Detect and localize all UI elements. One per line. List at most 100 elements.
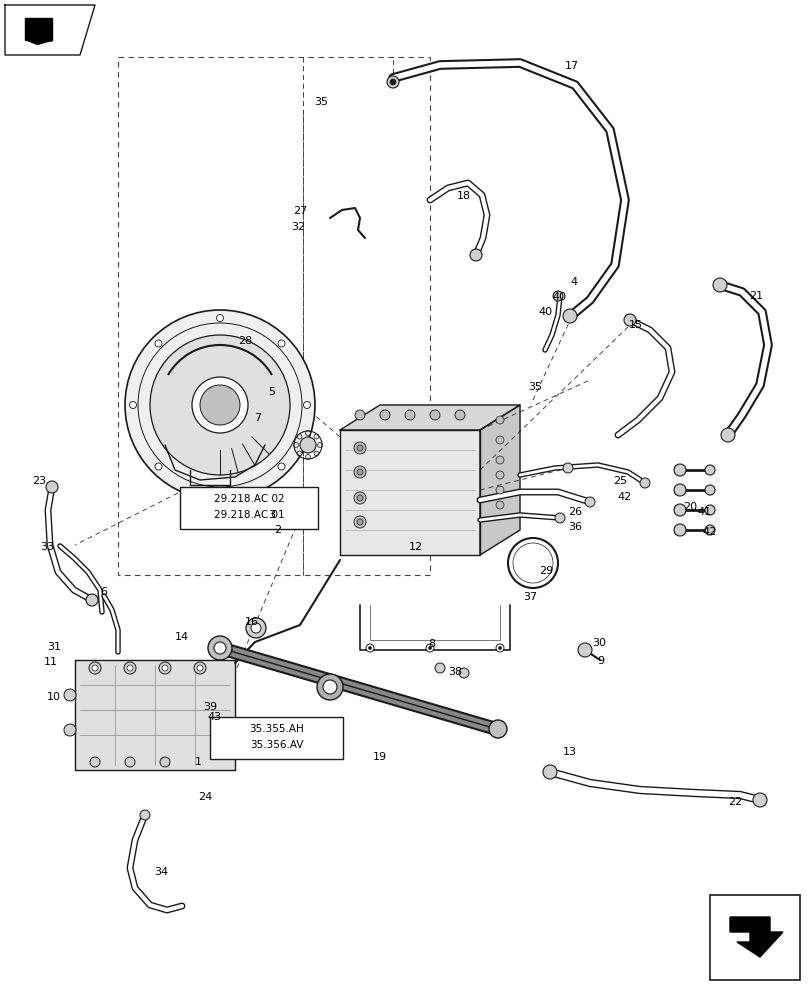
Polygon shape xyxy=(729,917,782,957)
Circle shape xyxy=(354,492,366,504)
Text: 42: 42 xyxy=(617,492,631,502)
Text: 11: 11 xyxy=(44,657,58,667)
Circle shape xyxy=(554,513,564,523)
Polygon shape xyxy=(340,405,519,430)
Circle shape xyxy=(752,793,766,807)
Circle shape xyxy=(357,495,363,501)
Circle shape xyxy=(357,469,363,475)
Circle shape xyxy=(712,278,726,292)
Circle shape xyxy=(191,377,247,433)
Circle shape xyxy=(458,668,469,678)
Circle shape xyxy=(297,434,302,439)
Text: 35: 35 xyxy=(314,97,328,107)
Circle shape xyxy=(389,79,396,85)
Text: 16: 16 xyxy=(245,617,259,627)
Circle shape xyxy=(673,524,685,536)
Circle shape xyxy=(277,340,285,347)
Circle shape xyxy=(496,456,504,464)
Text: 23: 23 xyxy=(32,476,46,486)
Polygon shape xyxy=(340,430,479,555)
Circle shape xyxy=(214,642,225,654)
Text: 12: 12 xyxy=(409,542,423,552)
Text: 25: 25 xyxy=(612,476,626,486)
Circle shape xyxy=(639,478,649,488)
Circle shape xyxy=(584,497,594,507)
Text: 4: 4 xyxy=(570,277,577,287)
Text: 42: 42 xyxy=(702,527,716,537)
Circle shape xyxy=(496,471,504,479)
Circle shape xyxy=(314,434,319,439)
Text: 40: 40 xyxy=(539,307,552,317)
Circle shape xyxy=(435,663,444,673)
Text: 21: 21 xyxy=(748,291,762,301)
Polygon shape xyxy=(25,18,52,40)
Circle shape xyxy=(316,674,342,700)
Text: 38: 38 xyxy=(448,667,461,677)
Text: 17: 17 xyxy=(564,61,578,71)
Circle shape xyxy=(129,401,136,408)
Circle shape xyxy=(162,665,168,671)
Circle shape xyxy=(46,481,58,493)
Bar xyxy=(180,487,318,529)
Circle shape xyxy=(299,437,315,453)
Circle shape xyxy=(704,525,714,535)
Text: 14: 14 xyxy=(174,632,189,642)
Circle shape xyxy=(92,665,98,671)
Circle shape xyxy=(305,430,310,436)
Circle shape xyxy=(197,665,203,671)
Circle shape xyxy=(125,757,135,767)
Text: 28: 28 xyxy=(238,336,251,346)
Circle shape xyxy=(704,485,714,495)
Circle shape xyxy=(155,340,161,347)
Text: 30: 30 xyxy=(591,638,605,648)
Text: 29: 29 xyxy=(539,566,552,576)
Circle shape xyxy=(297,451,302,456)
Circle shape xyxy=(160,757,169,767)
Circle shape xyxy=(673,484,685,496)
Text: 32: 32 xyxy=(290,222,305,232)
Text: 8: 8 xyxy=(428,639,435,649)
Text: 34: 34 xyxy=(154,867,168,877)
Circle shape xyxy=(488,720,506,738)
Text: 35: 35 xyxy=(527,382,541,392)
Text: 10: 10 xyxy=(47,692,61,702)
Circle shape xyxy=(314,451,319,456)
Circle shape xyxy=(673,504,685,516)
Circle shape xyxy=(428,646,431,650)
Circle shape xyxy=(246,618,266,638)
Circle shape xyxy=(498,646,501,650)
Text: 43: 43 xyxy=(208,712,221,722)
Circle shape xyxy=(125,310,315,500)
Circle shape xyxy=(217,314,223,322)
Circle shape xyxy=(208,636,232,660)
Text: 22: 22 xyxy=(727,797,741,807)
Text: 7: 7 xyxy=(254,413,261,423)
Text: 5: 5 xyxy=(268,387,275,397)
Circle shape xyxy=(64,724,76,736)
Circle shape xyxy=(90,757,100,767)
Circle shape xyxy=(354,516,366,528)
Circle shape xyxy=(623,314,635,326)
Circle shape xyxy=(405,410,414,420)
Polygon shape xyxy=(75,660,234,770)
Text: 13: 13 xyxy=(562,747,577,757)
Circle shape xyxy=(127,665,133,671)
Text: 19: 19 xyxy=(372,752,387,762)
Text: 15: 15 xyxy=(629,320,642,330)
Circle shape xyxy=(139,810,150,820)
Circle shape xyxy=(303,401,310,408)
Circle shape xyxy=(387,76,398,88)
Text: 26: 26 xyxy=(567,507,581,517)
Text: 2: 2 xyxy=(274,525,281,535)
Circle shape xyxy=(86,594,98,606)
Circle shape xyxy=(496,436,504,444)
Circle shape xyxy=(496,501,504,509)
Circle shape xyxy=(354,410,365,420)
Text: 24: 24 xyxy=(198,792,212,802)
Circle shape xyxy=(673,464,685,476)
Circle shape xyxy=(470,249,482,261)
Text: 36: 36 xyxy=(568,522,581,532)
Circle shape xyxy=(217,488,223,495)
Text: 31: 31 xyxy=(47,642,61,652)
Text: 39: 39 xyxy=(203,702,217,712)
